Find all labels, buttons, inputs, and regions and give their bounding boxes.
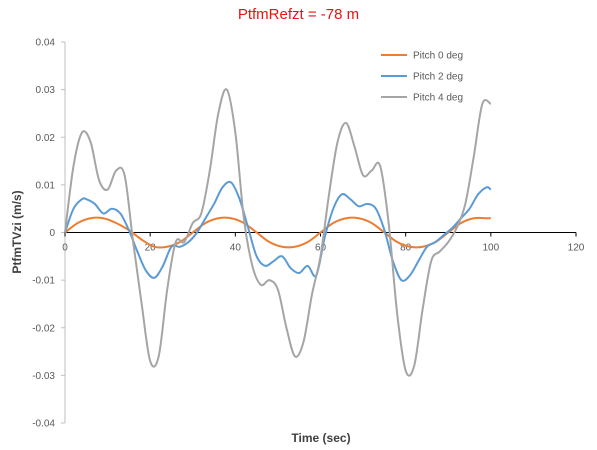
y-tick-label: 0.03: [36, 85, 56, 96]
y-tick-label: 0.01: [36, 180, 56, 191]
y-tick-label: 0: [49, 228, 55, 239]
x-tick-label: 40: [230, 243, 242, 254]
y-tick-label: -0.04: [32, 419, 55, 430]
legend-label-pitch-0-deg: Pitch 0 deg: [413, 51, 463, 62]
y-tick-label: -0.01: [32, 276, 55, 287]
x-tick-label: 20: [145, 243, 157, 254]
y-tick-label: -0.02: [32, 323, 55, 334]
chart-title: PtfmRefzt = -78 m: [237, 6, 360, 23]
y-axis-title: PtfmTVzi (m/s): [10, 190, 24, 273]
legend-label-pitch-2-deg: Pitch 2 deg: [413, 72, 463, 83]
y-tick-label: 0.02: [36, 133, 56, 144]
x-axis-title: Time (sec): [291, 431, 350, 445]
series-line-pitch-0-deg: [64, 216, 491, 249]
axes: -0.04 -0.03 -0.02 -0.01 0 0.01 0.02 0.03 0.04 0 20…: [32, 38, 585, 430]
x-tick-label: 120: [568, 243, 585, 254]
x-tick-label: 60: [315, 243, 327, 254]
legend: Pitch 0 deg Pitch 2 deg Pitch 4 deg: [381, 51, 463, 104]
y-tick-label: 0.04: [36, 38, 56, 49]
series-line-pitch-2-deg: [64, 180, 492, 282]
x-tick-label: 100: [482, 243, 499, 254]
series-line-pitch-4-deg: [64, 88, 492, 377]
series-lines: [64, 88, 492, 377]
legend-label-pitch-4-deg: Pitch 4 deg: [413, 93, 463, 104]
y-tick-label: -0.03: [32, 371, 55, 382]
x-tick-label: 0: [62, 243, 68, 254]
x-tick-label: 80: [400, 243, 412, 254]
